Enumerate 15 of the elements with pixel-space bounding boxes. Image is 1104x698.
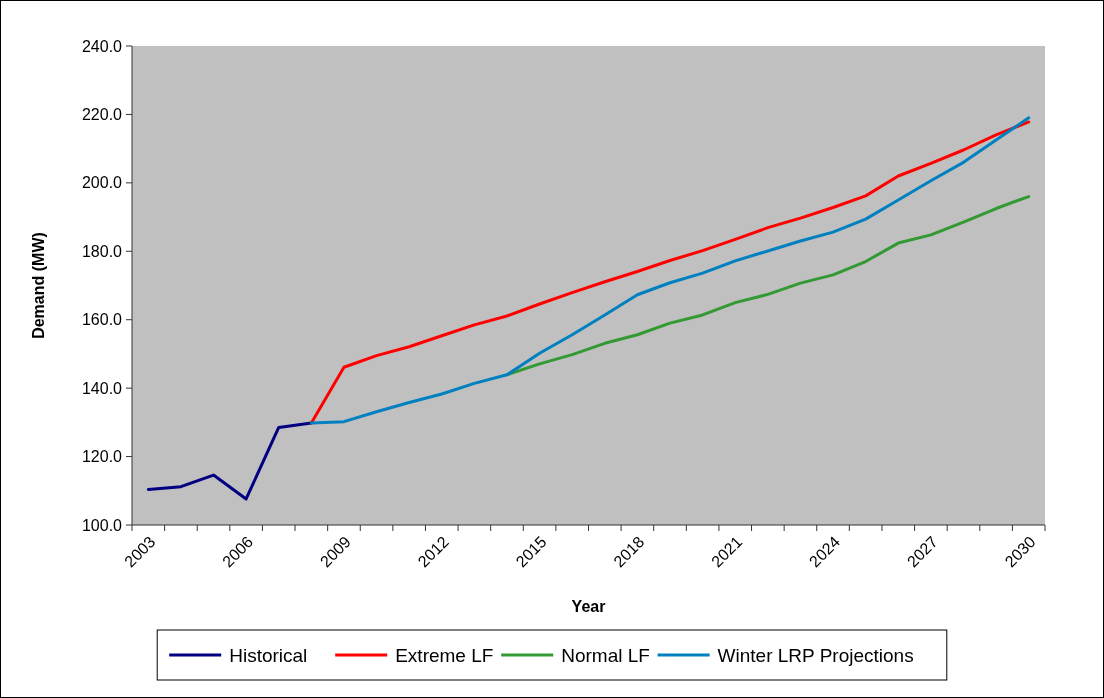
y-axis-title: Demand (MW) (30, 232, 47, 339)
line-series (146, 421, 313, 501)
y-tick-label: 220.0 (81, 106, 123, 124)
legend-label: Normal LF (561, 644, 650, 666)
x-axis-title: Year (571, 598, 606, 615)
y-tick-label: 120.0 (81, 448, 123, 466)
legend-label: Extreme LF (395, 644, 494, 666)
y-tick-label: 240.0 (81, 37, 123, 55)
y-tick-label: 180.0 (81, 242, 123, 260)
y-tick-label: 200.0 (81, 174, 123, 192)
legend-label: Winter LRP Projections (717, 644, 914, 666)
y-tick-label: 100.0 (81, 516, 123, 534)
y-tick-label: 160.0 (81, 311, 123, 329)
legend-label: Historical (229, 644, 308, 666)
y-tick-label: 140.0 (81, 379, 123, 397)
